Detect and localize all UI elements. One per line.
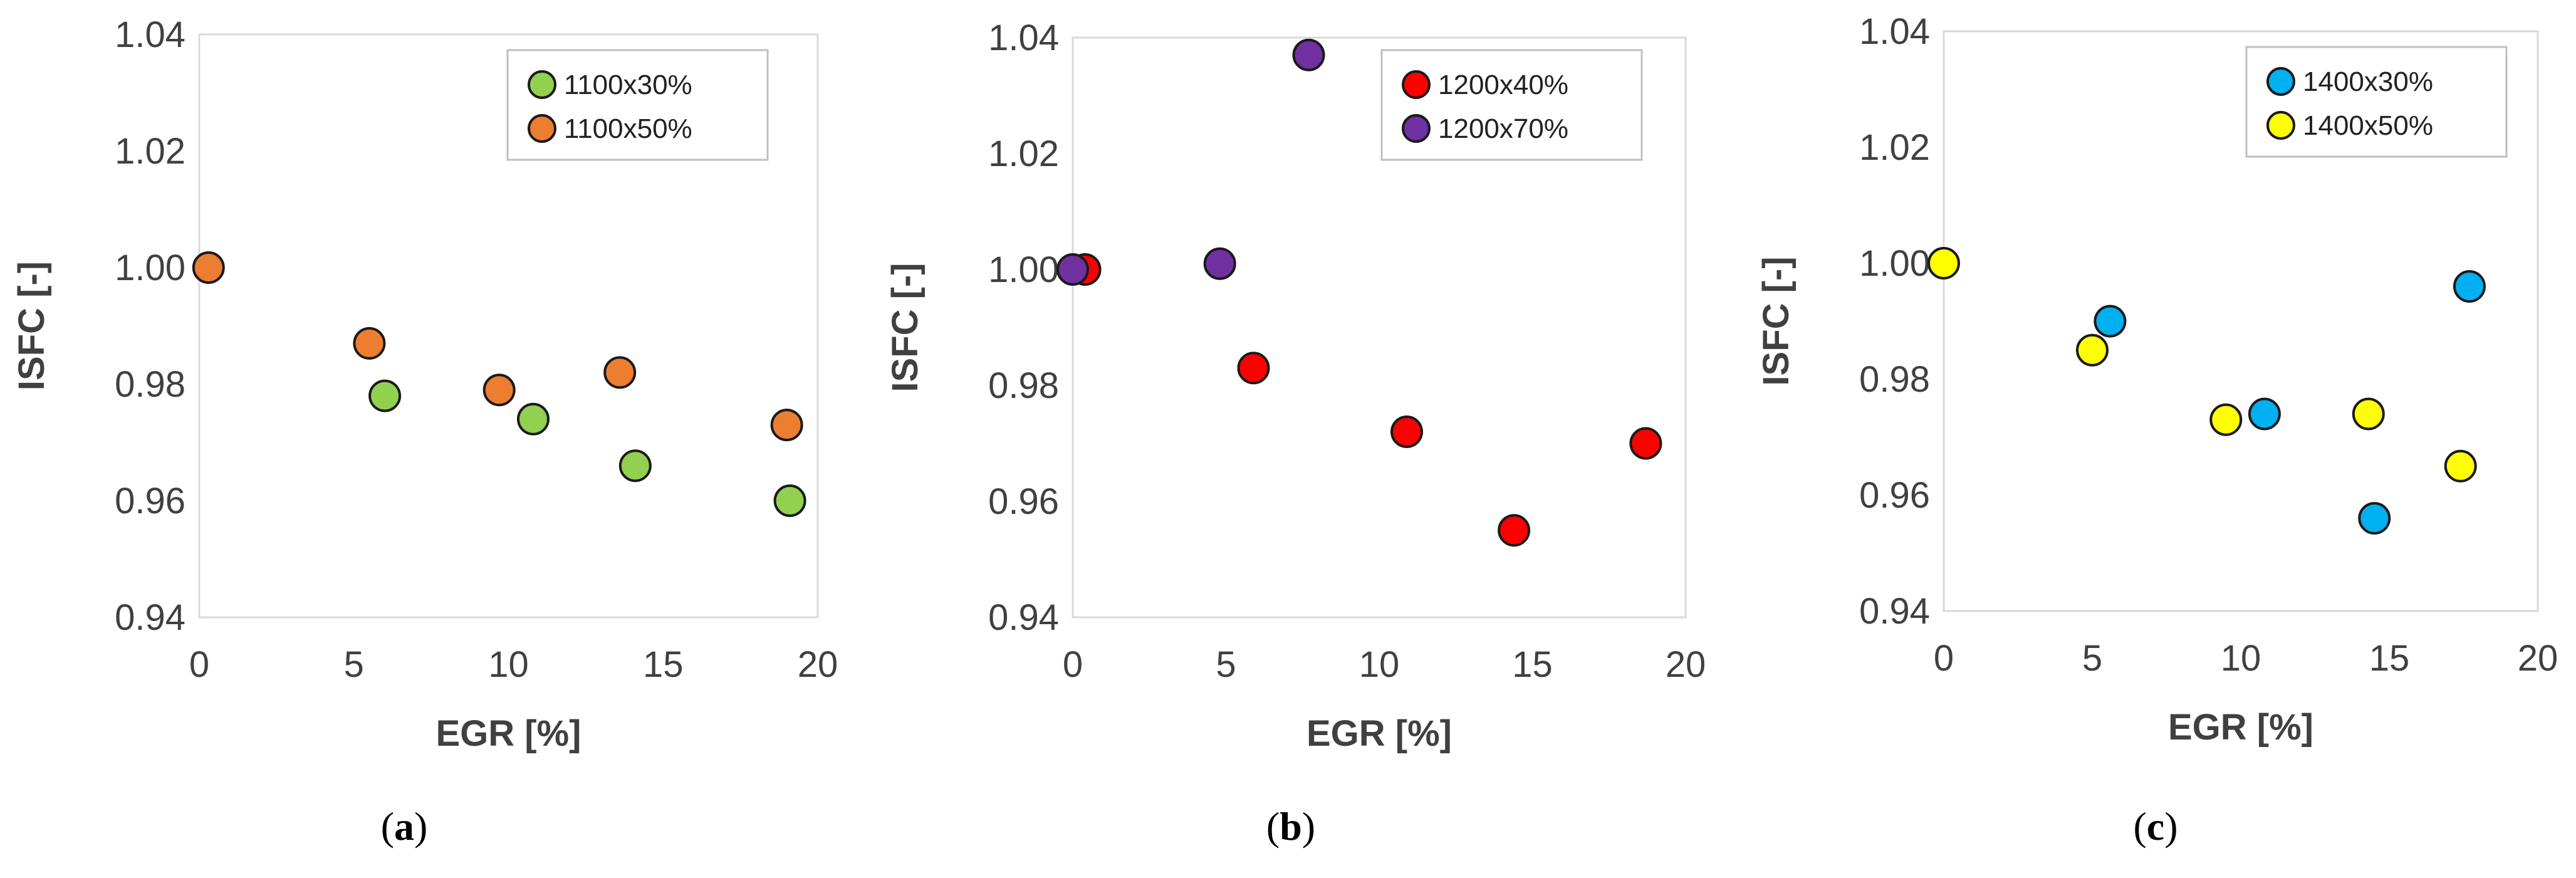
y-tick-label: 1.00 [1859, 243, 1930, 284]
y-tick-label: 0.94 [988, 597, 1059, 638]
panel-caption: (b) [1266, 804, 1315, 849]
x-tick-label: 20 [798, 644, 838, 685]
x-tick-label: 15 [643, 644, 684, 685]
data-point-1100x50% [482, 374, 516, 407]
data-point-1200x40% [1390, 415, 1424, 448]
legend-label: 1100x50% [564, 113, 692, 144]
y-tick-label: 0.98 [115, 364, 185, 405]
legend-marker [528, 70, 556, 99]
chart-panel-c: 0.94 0.96 0.98 1.00 1.02 1.04 0 5 10 15 20 EGR [%] I… [1717, 0, 2576, 878]
y-tick-label: 0.94 [1859, 591, 1930, 632]
data-point-1100x30% [618, 449, 652, 483]
legend [2245, 46, 2508, 158]
panel-caption-letter: c [2147, 804, 2164, 849]
legend-marker [528, 114, 556, 143]
chart-svg-a: 0.94 0.96 0.98 1.00 1.02 1.04 0 5 10 15 20 EGR [%] I… [11, 14, 838, 849]
data-point-1400x50% [1927, 247, 1960, 280]
data-point-1100x50% [192, 251, 225, 284]
y-axis-title: ISFC [-] [11, 261, 52, 390]
x-tick-label: 10 [488, 644, 529, 685]
x-tick-label: 0 [1934, 638, 1954, 679]
legend-label: 1100x30% [564, 70, 692, 100]
y-tick-label: 1.04 [1859, 11, 1930, 52]
data-point-1200x70% [1203, 247, 1236, 280]
legend [1380, 49, 1643, 161]
legend-label: 1200x40% [1438, 70, 1568, 100]
data-point-1400x30% [2094, 305, 2127, 338]
y-tick-label: 0.96 [988, 481, 1059, 522]
data-point-1400x50% [2076, 333, 2109, 367]
y-axis-title: ISFC [-] [885, 263, 926, 392]
data-point-1100x30% [516, 402, 550, 436]
chart-svg-c: 0.94 0.96 0.98 1.00 1.02 1.04 0 5 10 15 20 EGR [%] I… [1756, 11, 2558, 849]
y-tick-label: 0.96 [1859, 475, 1930, 516]
legend-label: 1400x50% [2303, 110, 2433, 141]
y-tick-label: 1.02 [1859, 127, 1930, 168]
data-point-1400x50% [2444, 449, 2477, 483]
x-tick-label: 10 [2221, 638, 2261, 679]
data-point-1400x30% [2358, 502, 2391, 535]
chart-panel-a: 0.94 0.96 0.98 1.00 1.02 1.04 0 5 10 15 20 EGR [%] I… [0, 0, 858, 878]
y-tick-label: 1.00 [988, 249, 1059, 290]
data-point-1100x50% [770, 409, 803, 442]
data-point-1200x40% [1498, 514, 1531, 547]
y-tick-label: 1.02 [988, 133, 1059, 174]
chart-panel-b: 0.94 0.96 0.98 1.00 1.02 1.04 0 5 10 15 20 EGR [%] I… [858, 0, 1717, 878]
x-tick-label: 15 [1512, 644, 1553, 685]
legend-label: 1200x70% [1438, 113, 1568, 144]
y-tick-label: 1.00 [115, 248, 185, 288]
y-tick-label: 1.02 [115, 131, 185, 172]
y-tick-label: 1.04 [115, 14, 185, 55]
y-tick-label: 0.94 [115, 597, 185, 638]
legend-marker [1402, 70, 1431, 99]
chart-svg-b: 0.94 0.96 0.98 1.00 1.02 1.04 0 5 10 15 20 EGR [%] I… [885, 18, 1706, 849]
panel-caption-letter: b [1280, 804, 1302, 849]
y-tick-label: 1.04 [988, 18, 1059, 58]
legend-marker [2266, 111, 2295, 140]
data-point-1100x30% [773, 484, 806, 517]
data-point-1100x50% [353, 327, 386, 360]
x-tick-label: 10 [1359, 644, 1400, 685]
y-tick-label: 0.96 [115, 481, 185, 521]
legend-label: 1400x30% [2303, 66, 2433, 97]
panel-caption: (c) [2133, 804, 2177, 849]
data-point-1100x50% [603, 356, 637, 389]
data-point-1400x50% [2352, 397, 2385, 431]
data-point-1100x30% [368, 379, 402, 412]
y-axis-title: ISFC [-] [1756, 256, 1796, 385]
data-point-1200x70% [1292, 38, 1325, 71]
legend-marker [1402, 114, 1431, 143]
legend-marker [2266, 67, 2295, 96]
x-axis-title: EGR [%] [2168, 707, 2313, 748]
data-point-1200x40% [1237, 352, 1270, 385]
y-tick-label: 0.98 [1859, 359, 1930, 400]
x-tick-label: 5 [1216, 644, 1236, 685]
data-point-1200x70% [1056, 253, 1089, 286]
x-tick-label: 15 [2369, 638, 2410, 679]
data-point-1200x40% [1629, 427, 1662, 460]
y-tick-label: 0.98 [988, 365, 1059, 406]
x-tick-label: 0 [189, 644, 209, 685]
x-tick-label: 20 [1666, 644, 1706, 685]
data-point-1400x50% [2209, 403, 2243, 436]
x-tick-label: 20 [2518, 638, 2558, 679]
x-axis-title: EGR [%] [1306, 713, 1452, 754]
data-point-1400x30% [2453, 270, 2486, 303]
x-tick-label: 5 [2082, 638, 2102, 679]
x-tick-label: 5 [344, 644, 364, 685]
panel-caption: (a) [381, 804, 428, 849]
x-axis-title: EGR [%] [436, 713, 581, 754]
legend [506, 49, 769, 161]
x-tick-label: 0 [1063, 644, 1083, 685]
panel-caption-letter: a [394, 804, 414, 849]
data-point-1400x30% [2248, 397, 2281, 431]
